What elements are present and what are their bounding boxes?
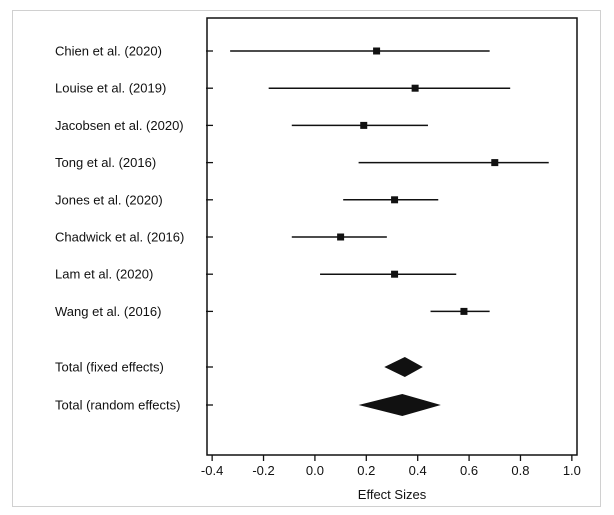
plot-area	[206, 17, 578, 456]
total-label: Total (fixed effects)	[55, 360, 164, 375]
x-tick-label: -0.4	[201, 463, 223, 478]
x-tick-label: 0.2	[357, 463, 375, 478]
point-estimate	[373, 47, 381, 55]
axes-box	[206, 17, 578, 456]
point-estimate	[391, 196, 399, 204]
x-axis: -0.4 -0.2 0.0 0.2 0.4 0.6 0.8 1.0	[201, 455, 581, 478]
total-label: Total (random effects)	[55, 398, 180, 413]
x-tick-label: 0.0	[306, 463, 324, 478]
point-estimate	[337, 233, 345, 241]
study-label: Tong et al. (2016)	[55, 155, 156, 170]
x-axis-title: Effect Sizes	[358, 487, 427, 502]
study-label: Wang et al. (2016)	[55, 304, 161, 319]
point-estimate	[491, 159, 499, 167]
study-labels: Chien et al. (2020) Louise et al. (2019) J…	[55, 44, 184, 413]
effect-marks	[230, 47, 549, 416]
x-tick-label: 0.4	[409, 463, 427, 478]
study-label: Jones et al. (2020)	[55, 192, 163, 207]
study-label: Louise et al. (2019)	[55, 81, 166, 96]
study-label: Chien et al. (2020)	[55, 44, 162, 59]
point-estimate	[360, 121, 368, 129]
study-label: Jacobsen et al. (2020)	[55, 118, 184, 133]
x-tick-label: 0.8	[511, 463, 529, 478]
x-tick-label: -0.2	[252, 463, 274, 478]
point-estimate	[411, 84, 419, 92]
x-tick-label: 1.0	[563, 463, 581, 478]
x-tick-label: 0.6	[460, 463, 478, 478]
study-label: Lam et al. (2020)	[55, 267, 153, 282]
pooled-estimate-diamond	[358, 394, 441, 416]
pooled-estimate-diamond	[384, 357, 423, 377]
point-estimate	[460, 307, 468, 315]
figure-frame	[12, 10, 601, 507]
point-estimate	[391, 270, 399, 278]
study-label: Chadwick et al. (2016)	[55, 230, 184, 245]
